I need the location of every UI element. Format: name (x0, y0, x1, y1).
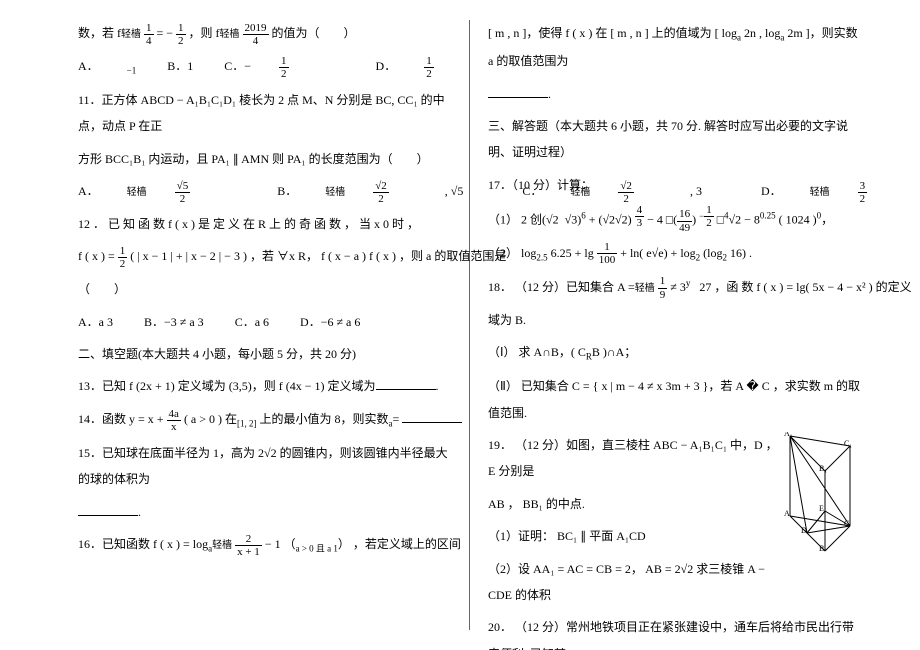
svg-text:C₁: C₁ (844, 439, 852, 448)
left-column: 数，若 f轻樯 14 = − 12 ，则 f轻樯 20194 的值为（ ） A．… (60, 20, 470, 630)
blank-fill (376, 379, 436, 391)
q18-line2: 域为 B. (488, 307, 862, 333)
q18-part1: （Ⅰ） 求 A∩B，( CRB )∩A； (488, 339, 862, 367)
q18-part2: （Ⅱ） 已知集合 C = { x | m − 4 ≠ x 3m + 3 }，若 … (488, 373, 862, 426)
q11-line1: 11．正方体 ABCD − A₁B₁C₁D₁ 棱长为 2 点 M、N 分别是 B… (78, 87, 451, 140)
q17-part2: （2） log2.5 6.25 + lg 1100 + ln( e√e) + l… (488, 240, 862, 268)
q12-paren: （ ） (78, 276, 451, 302)
svg-text:A: A (784, 509, 790, 518)
svg-text:B₁: B₁ (819, 464, 827, 473)
right-column: [ m , n ]，使得 f ( x ) 在 [ m , n ] 上的值域为 [… (470, 20, 880, 630)
q17-part1: （1） 2 创(√2 √3)6 + (√2√2) 43 − 4 □(1649) … (488, 204, 862, 234)
q12-options: A．a 3 B．−3 ≠ a 3 C．a 6 D．−6 ≠ a 6 (78, 309, 451, 335)
q19-part2: （2）设 AA₁ = AC = CB = 2， AB = 2√2 求三棱锥 A … (488, 556, 862, 609)
section3-title: 三、解答题（本大题共 6 小题，共 70 分. 解答时应写出必要的文字说明、证明… (488, 113, 862, 166)
q13: 13．已知 f (2x + 1) 定义域为 (3,5)，则 f (4x − 1)… (78, 373, 451, 399)
svg-text:A₁: A₁ (784, 432, 793, 438)
q15: 15．已知球在底面半径为 1，高为 2√2 的圆锥内，则该圆锥内半径最大的球的体… (78, 440, 451, 493)
section2-title: 二、填空题(本大题共 4 小题，每小题 5 分，共 20 分) (78, 341, 451, 367)
svg-text:D: D (801, 526, 807, 535)
q20-line1: 20． （12 分）常州地铁项目正在紧张建设中，通车后将给市民出行带来便利. 已… (488, 614, 862, 650)
q11-line2: 方形 BCC₁B₁ 内运动，且 PA₁ ∥ AMN 则 PA₁ 的长度范围为（ … (78, 146, 451, 172)
q12-line2: f ( x ) = 12 ( | x − 1 | + | x − 2 | − 3… (78, 243, 451, 270)
svg-text:E: E (819, 504, 824, 513)
q19-line1: A₁C₁B₁ACBED 19． （12 分）如图，直三棱柱 ABC − A₁B₁… (488, 432, 862, 485)
q16-cont: [ m , n ]，使得 f ( x ) 在 [ m , n ] 上的值域为 [… (488, 20, 862, 75)
q14: 14．函数 y = x + 4ax ( a > 0 ) 在[1, 2] 上的最小… (78, 406, 451, 434)
blank-fill (488, 86, 548, 98)
prism-diagram: A₁ C₁ B₁ A C B E D (782, 432, 862, 557)
q10-options: A．−1 B．1 C．−12 D．12 (78, 53, 451, 81)
q18-line1: 18． （12 分）已知集合 A =轻樯 19 ≠ 3y 27 ，函 数 f (… (488, 274, 862, 301)
q17: 17．（10 分）计算： (488, 172, 862, 198)
blank-fill (78, 504, 138, 516)
blank-fill (402, 411, 462, 423)
q11-options: A．轻樯√52 B．轻樯√22, √5 C．轻樯√22, 3 D．轻樯32 (78, 178, 451, 205)
svg-text:B: B (819, 544, 824, 553)
svg-text:C: C (844, 519, 849, 528)
q10-stem-tail: 数，若 f轻樯 14 = − 12 ，则 f轻樯 20194 的值为（ ） (78, 20, 451, 47)
q16: 16．已知函数 f ( x ) = loga轻樯 2x + 1 − 1 （a >… (78, 531, 451, 559)
q12-line1: 12 ． 已 知 函 数 f ( x ) 是 定 义 在 R 上 的 奇 函 数… (78, 211, 451, 237)
